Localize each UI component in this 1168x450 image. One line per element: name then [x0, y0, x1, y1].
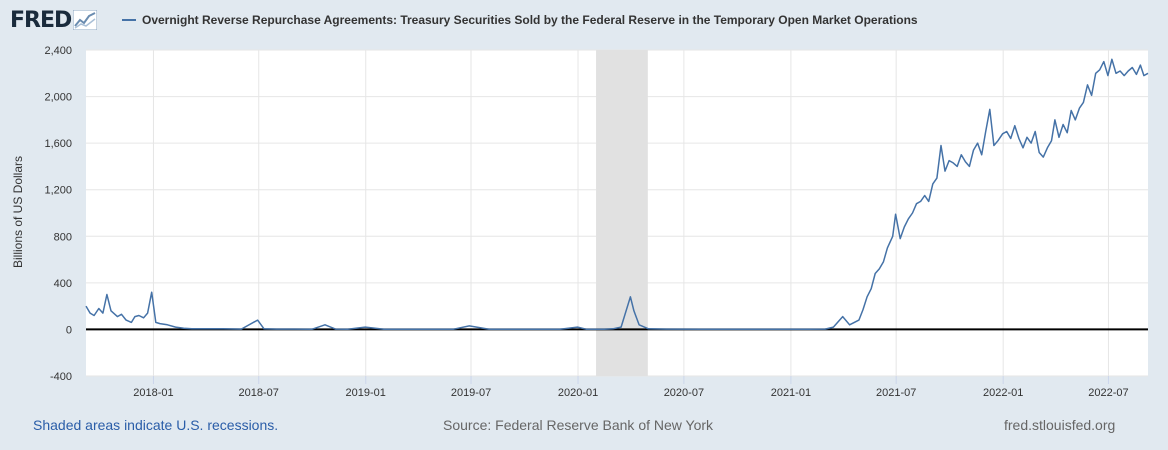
y-tick-label: 1,200	[44, 185, 72, 197]
x-tick-label: 2022-07	[1088, 387, 1128, 399]
x-tick-label: 2020-07	[664, 387, 704, 399]
series-title: Overnight Reverse Repurchase Agreements:…	[142, 13, 918, 27]
series-line	[85, 58, 1149, 330]
y-tick-label: 2,400	[44, 45, 72, 57]
recession-shading	[596, 50, 648, 376]
y-tick-label: 400	[54, 278, 72, 290]
y-tick-label: 1,600	[44, 138, 72, 150]
y-tick-label: -400	[50, 371, 72, 383]
x-tick-label: 2018-01	[133, 387, 173, 399]
x-tick-label: 2018-07	[239, 387, 279, 399]
x-tick-label: 2021-01	[771, 387, 811, 399]
y-axis-title: Billions of US Dollars	[11, 156, 25, 268]
fred-graph-icon	[73, 10, 98, 30]
x-tick-label: 2019-01	[346, 387, 386, 399]
x-tick-label: 2021-07	[876, 387, 916, 399]
site-link[interactable]: fred.stlouisfed.org	[1004, 417, 1116, 433]
y-tick-label: 2,000	[44, 92, 72, 104]
source-note: Source: Federal Reserve Bank of New York	[443, 417, 714, 433]
chart-header: FRED Overnight Reverse Repurchase Agreem…	[0, 0, 1168, 40]
y-tick-label: 800	[54, 231, 72, 243]
y-tick-label: 0	[66, 324, 72, 336]
y-tick-labels: -400 0 400 800 1,200 1,600 2,000 2,400	[44, 45, 72, 383]
x-tick-label: 2019-07	[451, 387, 491, 399]
recession-note[interactable]: Shaded areas indicate U.S. recessions.	[33, 417, 279, 433]
fred-logo[interactable]: FRED	[10, 6, 98, 34]
x-tick-label: 2020-01	[558, 387, 598, 399]
x-tick-label: 2022-01	[983, 387, 1023, 399]
legend-swatch	[122, 19, 136, 21]
x-tick-labels: 2018-01 2018-07 2019-01 2019-07 2020-01 2020-…	[133, 376, 1129, 399]
series-lines	[85, 58, 1149, 330]
chart-legend[interactable]: Overnight Reverse Repurchase Agreements:…	[122, 12, 918, 28]
fred-logo-text: FRED	[10, 7, 72, 33]
recession-band	[596, 50, 648, 376]
